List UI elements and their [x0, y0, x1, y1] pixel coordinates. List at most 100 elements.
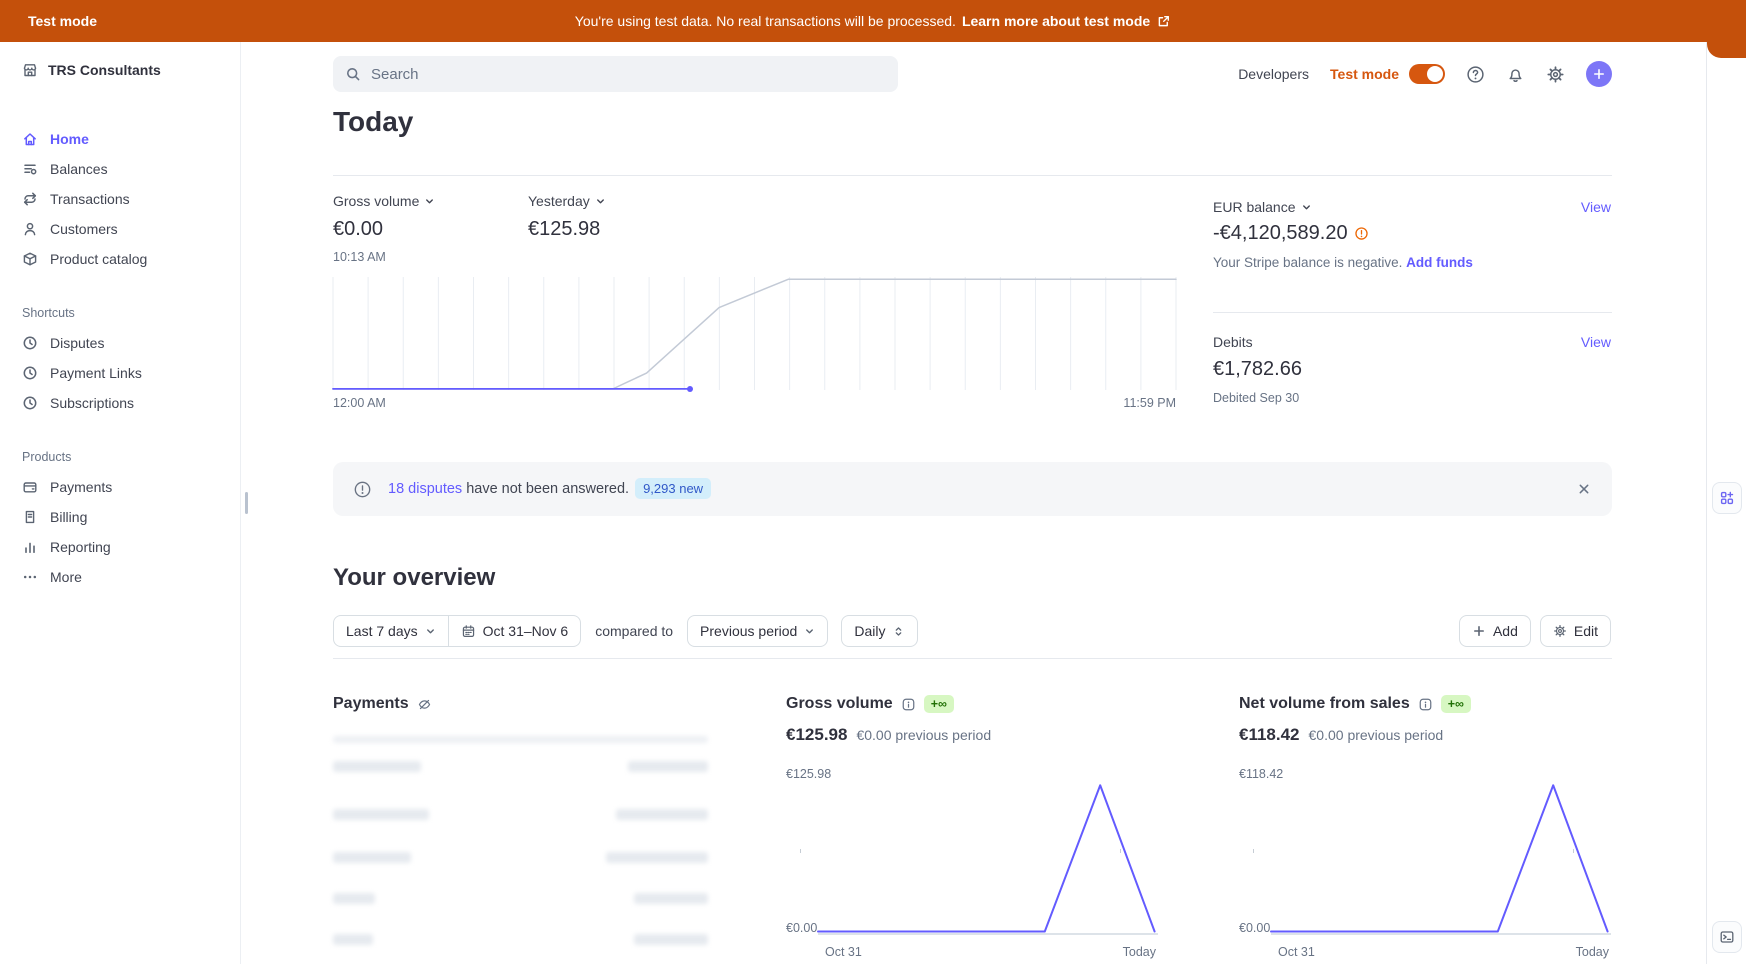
hidden-table-row: [333, 893, 708, 904]
sidebar-item-reporting[interactable]: Reporting: [0, 532, 241, 562]
divider: [333, 658, 1612, 659]
x-axis-start-label: Oct 31: [1278, 945, 1315, 959]
clock-icon: [22, 365, 38, 381]
reporting-icon: [22, 539, 38, 555]
business-switcher[interactable]: TRS Consultants: [22, 62, 161, 78]
sidebar-item-billing[interactable]: Billing: [0, 502, 241, 532]
test-mode-banner: Test mode You're using test data. No rea…: [0, 0, 1746, 42]
net-volume-chart: [1271, 783, 1611, 935]
hidden-table-row: [333, 852, 708, 863]
sidebar-item-label: Billing: [50, 509, 88, 525]
sidebar-item-product-catalog[interactable]: Product catalog: [0, 244, 241, 274]
sidebar-item-transactions[interactable]: Transactions: [0, 184, 241, 214]
sidebar-item-balances[interactable]: Balances: [0, 154, 241, 184]
settings-gear-icon[interactable]: [1546, 65, 1565, 84]
chevron-down-icon: [1301, 202, 1312, 213]
chevron-down-icon: [424, 196, 435, 207]
metric-label-text: EUR balance: [1213, 199, 1296, 215]
page-title: Today: [333, 106, 414, 137]
sidebar-item-subscriptions[interactable]: Subscriptions: [0, 388, 241, 418]
edit-widgets-button[interactable]: Edit: [1539, 615, 1611, 647]
interval-select[interactable]: Daily: [841, 615, 919, 647]
sidebar-item-label: Home: [50, 131, 89, 147]
alert-text: 18 disputes have not been answered. 9,29…: [388, 478, 712, 499]
chart-end-dot: [687, 385, 694, 392]
compared-to-text: compared to: [595, 623, 674, 639]
disputes-link[interactable]: 18 disputes: [388, 481, 463, 497]
today-activity-chart: [333, 277, 1176, 392]
metric-label-text: Gross volume: [333, 193, 420, 209]
sidebar-item-more[interactable]: More: [0, 562, 241, 592]
close-icon[interactable]: [1576, 481, 1592, 497]
comparison-select[interactable]: Previous period: [687, 615, 829, 647]
create-button[interactable]: [1586, 61, 1612, 87]
info-icon[interactable]: [1418, 697, 1433, 712]
gross-volume-panel: Gross volume +∞ €125.98 €0.00 previous p…: [786, 695, 1161, 964]
more-icon: [22, 569, 38, 585]
yesterday-metric-selector[interactable]: Yesterday: [528, 193, 606, 209]
debits-view-link[interactable]: View: [1580, 334, 1611, 350]
y-axis-max-label: €118.42: [1239, 767, 1284, 781]
clock-icon: [22, 395, 38, 411]
search-input[interactable]: [369, 64, 886, 84]
notifications-bell-icon[interactable]: [1506, 65, 1525, 84]
search-bar[interactable]: [333, 56, 898, 92]
net-volume-panel: Net volume from sales +∞ €118.42 €0.00 p…: [1239, 695, 1614, 964]
sidebar-resize-handle[interactable]: [245, 492, 248, 514]
banner-corner: [1707, 42, 1746, 58]
calendar-icon: [461, 624, 476, 639]
banner-learn-more-link[interactable]: Learn more about test mode: [961, 13, 1151, 29]
apps-grid-icon: [1719, 490, 1735, 506]
sidebar-item-label: Payments: [50, 479, 113, 495]
test-mode-toggle[interactable]: [1409, 64, 1445, 84]
add-funds-link[interactable]: Add funds: [1406, 255, 1473, 270]
date-range-group: Last 7 days Oct 31–Nov 6: [333, 615, 582, 647]
help-icon[interactable]: [1466, 65, 1485, 84]
external-link-icon: [1156, 14, 1171, 29]
y-axis-min-label: €0.00: [1239, 921, 1271, 935]
eur-balance-view-link[interactable]: View: [1580, 199, 1611, 215]
eye-slash-icon[interactable]: [417, 697, 432, 712]
sidebar-item-customers[interactable]: Customers: [0, 214, 241, 244]
net-volume-x-axis: Oct 31 Today: [1271, 945, 1611, 959]
overview-title: Your overview: [333, 564, 496, 591]
today-activity-chart-svg: [333, 277, 1176, 390]
x-tick: [800, 849, 801, 853]
sidebar-item-label: Disputes: [50, 335, 105, 351]
chevron-down-icon: [425, 626, 436, 637]
debits-value: €1,782.66: [1213, 358, 1302, 380]
plus-icon: [1592, 67, 1606, 81]
shortcuts-section-label: Shortcuts: [22, 306, 75, 320]
divider: [1213, 312, 1612, 313]
developer-console-button[interactable]: [1712, 921, 1742, 953]
sidebar-item-label: Customers: [50, 221, 118, 237]
main-canvas: TRS Consultants Home Balances Transactions…: [0, 42, 1707, 964]
sidebar-item-label: Subscriptions: [50, 395, 135, 411]
sidebar-nav: Home Balances Transactions Customers Product…: [0, 124, 241, 274]
payments-panel: Payments: [333, 695, 708, 964]
sidebar-item-payment-links[interactable]: Payment Links: [0, 358, 241, 388]
toggle-knob: [1427, 66, 1443, 82]
date-range-button[interactable]: Last 7 days: [333, 615, 449, 647]
info-icon[interactable]: [901, 697, 916, 712]
banner-message-group: You're using test data. No real transact…: [0, 13, 1746, 29]
date-picker-label: Oct 31–Nov 6: [482, 623, 569, 639]
apps-dock-button[interactable]: [1712, 482, 1742, 514]
overview-actions: Add Edit: [1458, 615, 1611, 647]
banner-message: You're using test data. No real transact…: [574, 13, 956, 29]
date-picker-button[interactable]: Oct 31–Nov 6: [448, 615, 582, 647]
today-chart-x-axis: 12:00 AM 11:59 PM: [333, 396, 1176, 410]
add-widget-button[interactable]: Add: [1458, 615, 1531, 647]
sidebar-item-label: Product catalog: [50, 251, 148, 267]
gross-volume-metric-selector[interactable]: Gross volume: [333, 193, 435, 209]
x-axis-end-label: Today: [1122, 945, 1156, 959]
sidebar-item-disputes[interactable]: Disputes: [0, 328, 241, 358]
developers-link[interactable]: Developers: [1238, 66, 1310, 82]
sidebar-item-home[interactable]: Home: [0, 124, 241, 154]
alert-text-rest: have not been answered.: [466, 481, 630, 497]
sidebar-item-payments[interactable]: Payments: [0, 472, 241, 502]
alert-circle-icon: [353, 480, 372, 499]
payments-panel-title: Payments: [333, 695, 409, 712]
x-axis-start-label: Oct 31: [825, 945, 862, 959]
eur-balance-selector[interactable]: EUR balance: [1213, 199, 1312, 215]
